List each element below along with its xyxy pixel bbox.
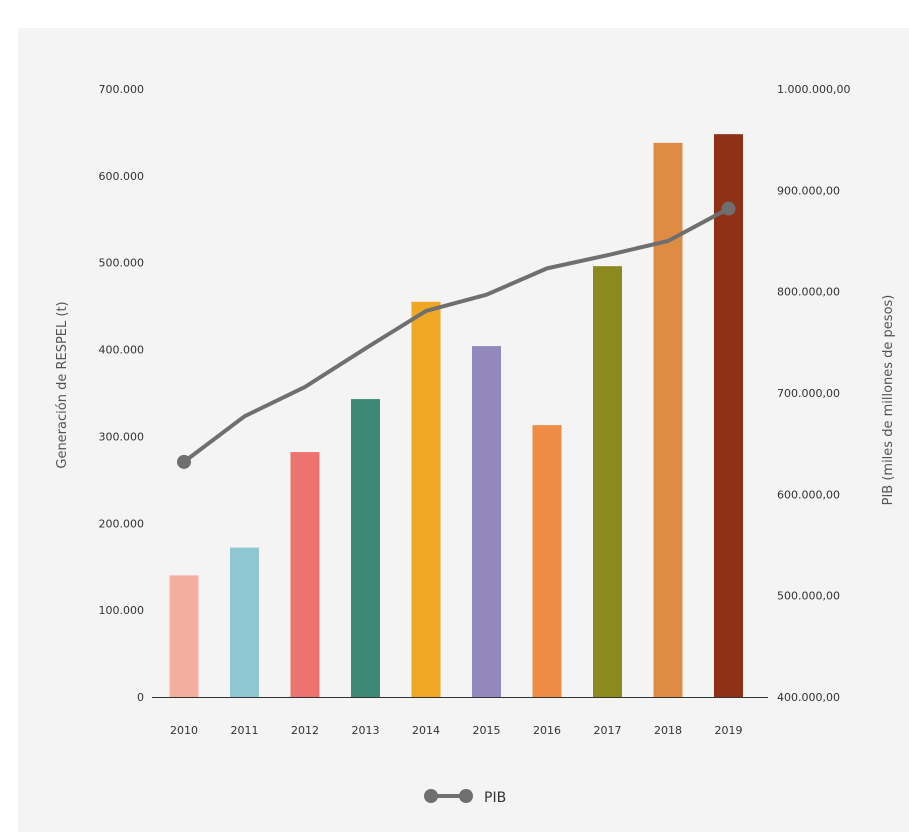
pib-line (182, 206, 731, 464)
x-tick-label: 2018 (654, 724, 682, 737)
legend-marker-left (424, 789, 438, 803)
right-axis-title: PIB (miles de millones de pesos) (881, 295, 896, 506)
left-tick-label: 500.000 (99, 257, 145, 270)
right-tick-label: 400.000,00 (777, 691, 840, 704)
legend: PIB (424, 789, 506, 806)
x-tick-label: 2011 (231, 724, 259, 737)
right-tick-label: 500.000,00 (777, 590, 840, 603)
bar (593, 266, 622, 697)
left-tick-label: 200.000 (99, 517, 145, 530)
x-tick-label: 2017 (594, 724, 622, 737)
x-tick-label: 2019 (715, 724, 743, 737)
legend-label-pib: PIB (484, 790, 506, 806)
left-tick-label: 0 (137, 691, 144, 704)
right-tick-label: 600.000,00 (777, 488, 840, 501)
bar (532, 425, 562, 697)
pib-line-series (177, 201, 736, 469)
left-tick-label: 600.000 (99, 170, 145, 183)
x-tick-label: 2014 (412, 724, 440, 737)
right-axis: 400.000,00 500.000,00 600.000,00 700.000,00… (777, 83, 850, 704)
left-tick-label: 700.000 (99, 83, 145, 96)
bar (230, 547, 259, 697)
right-tick-label: 800.000,00 (777, 286, 840, 299)
bar-series (169, 134, 743, 697)
x-tick-label: 2012 (291, 724, 319, 737)
bar (351, 399, 380, 697)
legend-marker-right (459, 789, 473, 803)
bar (411, 301, 441, 697)
bar (290, 452, 320, 697)
x-tick-label: 2016 (533, 724, 561, 737)
right-tick-label: 1.000.000,00 (777, 83, 850, 96)
pib-point (177, 454, 191, 469)
bar (169, 575, 199, 697)
right-tick-label: 900.000,00 (777, 184, 840, 197)
left-axis-title: Generación de RESPEL (t) (55, 301, 70, 468)
left-tick-label: 100.000 (99, 604, 145, 617)
x-axis: 2010 2011 2012 2013 2014 2015 2016 2017 2018 2019 (152, 697, 768, 737)
right-tick-label: 700.000,00 (777, 387, 840, 400)
bar (472, 346, 501, 697)
x-tick-label: 2013 (352, 724, 380, 737)
bar (714, 134, 743, 697)
bar (653, 142, 683, 697)
x-tick-label: 2015 (473, 724, 501, 737)
x-tick-label: 2010 (170, 724, 198, 737)
pib-point (721, 201, 736, 216)
left-axis: 0 100.000 200.000 300.000 400.000 500.000 600.… (99, 83, 145, 704)
left-tick-label: 300.000 (99, 430, 145, 443)
left-tick-label: 400.000 (99, 344, 145, 357)
